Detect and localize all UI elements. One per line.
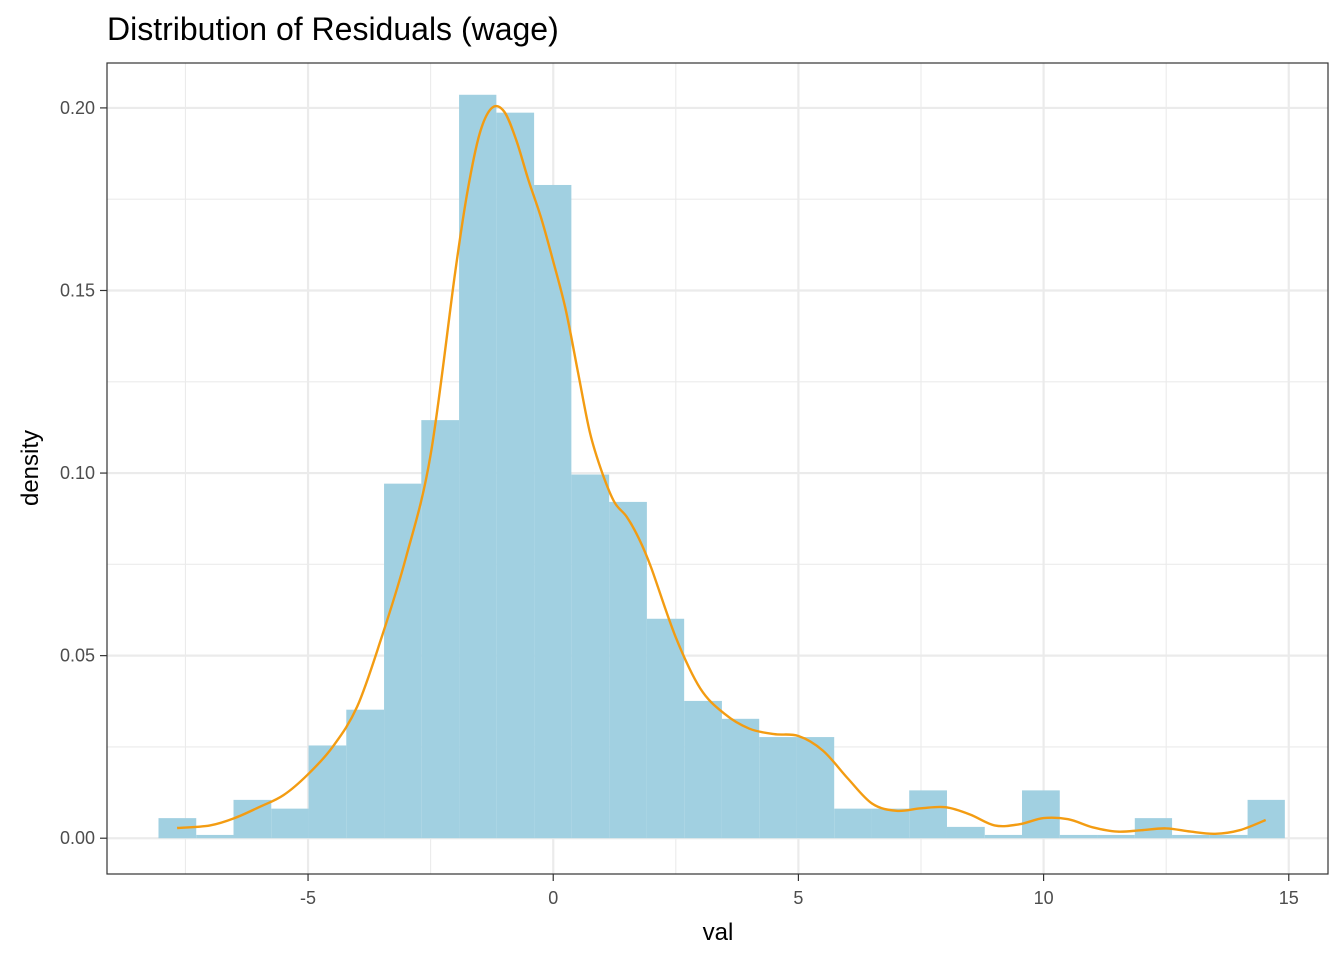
histogram-bar: [1247, 799, 1285, 839]
histogram-bar: [759, 737, 797, 839]
x-tick-label: 10: [1034, 888, 1054, 908]
x-tick-label: 5: [793, 888, 803, 908]
x-axis: -5 0 5 10 15: [300, 874, 1299, 908]
histogram-bar: [609, 501, 647, 839]
y-tick-label: 0.15: [60, 280, 95, 300]
histogram-bar: [1059, 834, 1098, 839]
histogram-bar: [684, 700, 722, 839]
y-axis-label: density: [17, 430, 44, 506]
y-tick-label: 0.20: [60, 98, 95, 118]
histogram-bar: [308, 745, 347, 839]
panel-border: [106, 62, 1329, 875]
y-axis: 0.00 0.05 0.10 0.15 0.20: [60, 98, 107, 848]
histogram-bar: [1097, 834, 1135, 839]
chart-title: Distribution of Residuals (wage): [107, 11, 559, 47]
x-tick-label: 0: [548, 888, 558, 908]
histogram-bar: [796, 737, 835, 839]
histogram-bars: [158, 94, 1285, 839]
x-tick-label: -5: [300, 888, 316, 908]
histogram-bar: [459, 94, 497, 839]
y-tick-label: 0.05: [60, 646, 95, 666]
histogram-bar: [233, 799, 272, 839]
histogram-bar: [646, 618, 685, 839]
histogram-bar: [346, 709, 385, 839]
histogram-bar: [1022, 790, 1060, 839]
histogram-bar: [871, 808, 910, 839]
histogram-bar: [984, 834, 1023, 839]
histogram-bar: [271, 808, 309, 839]
y-tick-label: 0.10: [60, 463, 95, 483]
histogram-bar: [946, 826, 985, 839]
x-axis-label: val: [703, 919, 734, 946]
histogram-bar: [421, 420, 460, 839]
histogram-bar: [834, 808, 872, 839]
x-tick-label: 15: [1279, 888, 1299, 908]
histogram-bar: [1209, 834, 1248, 839]
density-curve: [177, 104, 1267, 836]
histogram-bar: [496, 112, 535, 839]
histogram-bar: [721, 718, 760, 839]
histogram-bar: [571, 474, 610, 839]
histogram-bar: [534, 184, 572, 839]
histogram-bar: [909, 790, 947, 839]
histogram-bar: [196, 834, 234, 839]
density-curve-layer: [177, 104, 1267, 836]
histogram-bar: [384, 483, 422, 839]
histogram-bar: [1172, 834, 1210, 839]
y-tick-label: 0.00: [60, 828, 95, 848]
